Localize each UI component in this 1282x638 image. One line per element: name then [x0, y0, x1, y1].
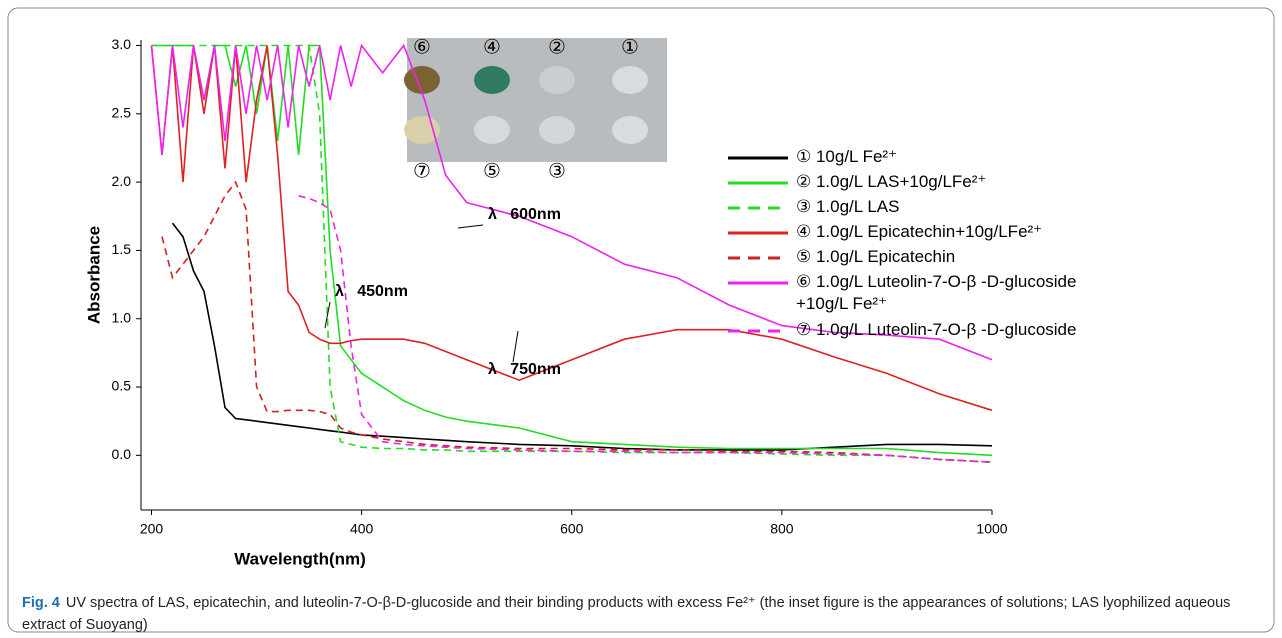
legend-label: ③ 1.0g/L LAS	[796, 196, 899, 218]
inset-label: ⑦	[413, 160, 431, 182]
legend-entry: ① 10g/L Fe²⁺	[726, 146, 1076, 171]
y-tick-label: 1.5	[112, 241, 132, 257]
x-tick-label: 600	[560, 521, 584, 537]
caption-text: UV spectra of LAS, epicatechin, and lute…	[22, 595, 1230, 633]
x-tick-label: 200	[140, 521, 164, 537]
annotation-arrow	[458, 225, 483, 228]
legend-entry: ⑤ 1.0g/L Epicatechin	[726, 246, 1076, 271]
y-tick-label: 1.0	[112, 309, 132, 325]
inset-label: ①	[621, 36, 639, 58]
inset-label: ②	[548, 36, 566, 58]
y-axis-title: Absorbance	[84, 226, 103, 324]
legend-entry: ⑦ 1.0g/L Luteolin-7-O-β -D-glucoside	[726, 319, 1076, 344]
legend-label: ⑦ 1.0g/L Luteolin-7-O-β -D-glucoside	[796, 319, 1076, 341]
legend-swatch	[726, 273, 796, 293]
annotation: λ 600nm	[488, 206, 561, 223]
legend-label: ⑤ 1.0g/L Epicatechin	[796, 246, 955, 268]
legend-swatch	[726, 223, 796, 243]
well	[539, 66, 575, 94]
x-tick-label: 1000	[976, 521, 1007, 537]
y-tick-label: 2.5	[112, 104, 132, 120]
legend-swatch	[726, 173, 796, 193]
well	[474, 116, 510, 144]
legend-swatch	[726, 248, 796, 268]
legend: ① 10g/L Fe²⁺ ② 1.0g/L LAS+10g/LFe²⁺ ③ 1.0g…	[726, 146, 1076, 344]
x-tick-label: 800	[770, 521, 794, 537]
y-tick-label: 3.0	[112, 36, 132, 52]
legend-label: ⑥ 1.0g/L Luteolin-7-O-β -D-glucoside +10…	[796, 271, 1076, 315]
well	[612, 116, 648, 144]
legend-entry: ③ 1.0g/L LAS	[726, 196, 1076, 221]
annotation-arrow	[513, 331, 518, 362]
y-tick-label: 2.0	[112, 173, 132, 189]
legend-swatch	[726, 198, 796, 218]
well	[404, 66, 440, 94]
x-tick-label: 400	[350, 521, 374, 537]
x-axis-title: Wavelength(nm)	[234, 549, 366, 568]
legend-entry: ⑥ 1.0g/L Luteolin-7-O-β -D-glucoside +10…	[726, 271, 1076, 319]
legend-entry: ② 1.0g/L LAS+10g/LFe²⁺	[726, 171, 1076, 196]
caption-label: Fig. 4	[22, 595, 60, 611]
well	[612, 66, 648, 94]
annotation: λ 450nm	[335, 283, 408, 300]
well	[474, 66, 510, 94]
inset-label: ⑤	[483, 160, 501, 182]
legend-swatch	[726, 148, 796, 168]
inset-label: ④	[483, 36, 501, 58]
inset-label: ⑥	[413, 36, 431, 58]
y-tick-label: 0.0	[112, 446, 132, 462]
well	[539, 116, 575, 144]
figure: Wavelength(nm) Absorbance 0.0 0.5 1.0 1.5 2.…	[0, 0, 1282, 638]
well	[404, 116, 440, 144]
legend-label: ② 1.0g/L LAS+10g/LFe²⁺	[796, 171, 986, 193]
legend-label: ① 10g/L Fe²⁺	[796, 146, 897, 168]
legend-label: ④ 1.0g/L Epicatechin+10g/LFe²⁺	[796, 221, 1042, 243]
y-tick-label: 0.5	[112, 378, 132, 394]
legend-entry: ④ 1.0g/L Epicatechin+10g/LFe²⁺	[726, 221, 1076, 246]
chart: Wavelength(nm) Absorbance 0.0 0.5 1.0 1.5 2.…	[0, 0, 1282, 638]
inset-label: ③	[548, 160, 566, 182]
annotation: λ 750nm	[488, 361, 561, 378]
legend-swatch	[726, 321, 796, 341]
